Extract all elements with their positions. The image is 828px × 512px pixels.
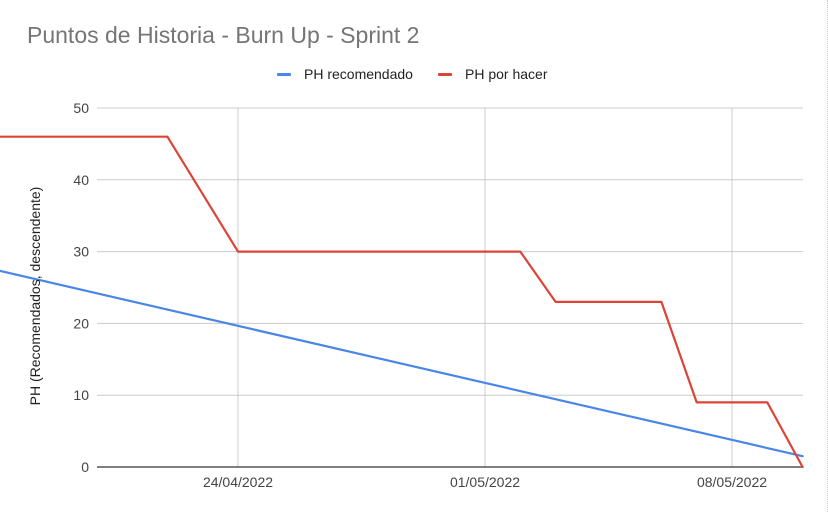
y-tick-label: 10 <box>73 387 89 403</box>
legend: PH recomendado PH por hacer <box>0 66 828 84</box>
x-tick-label: 08/05/2022 <box>697 474 767 490</box>
legend-item-ph-recomendado[interactable]: PH recomendado <box>277 66 413 82</box>
axes: 0 10 20 30 40 50 24/04/2022 01/05/2022 08/05/202… <box>73 100 803 490</box>
series-line-ph-recomendado[interactable] <box>0 244 804 458</box>
y-tick-label: 30 <box>73 244 89 260</box>
y-tick-label: 50 <box>73 100 89 116</box>
legend-swatch-ph-por-hacer <box>438 72 452 76</box>
series-lines <box>0 135 804 469</box>
legend-label-ph-por-hacer: PH por hacer <box>465 66 548 82</box>
legend-item-ph-por-hacer[interactable]: PH por hacer <box>438 66 547 82</box>
gridlines <box>97 107 803 467</box>
x-tick-label: 01/05/2022 <box>450 474 520 490</box>
y-tick-label: 40 <box>73 172 89 188</box>
y-axis-title: PH (Recomendados, descendente) <box>27 187 43 406</box>
chart-title: Puntos de Historia - Burn Up - Sprint 2 <box>27 22 420 48</box>
y-tick-label: 20 <box>73 315 89 331</box>
legend-label-ph-recomendado: PH recomendado <box>304 66 413 82</box>
x-tick-label: 24/04/2022 <box>203 474 273 490</box>
legend-swatch-ph-recomendado <box>277 72 291 76</box>
y-tick-label: 0 <box>81 459 89 475</box>
series-line-ph-por-hacer[interactable] <box>0 135 804 469</box>
